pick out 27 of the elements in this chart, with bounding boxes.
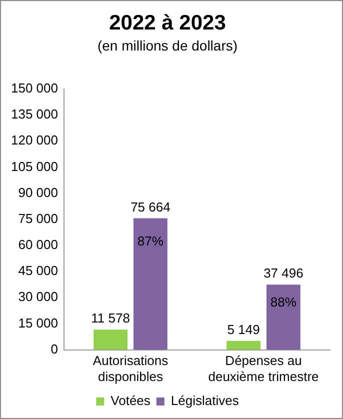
legend-label: Votées bbox=[110, 393, 151, 408]
bar bbox=[226, 340, 261, 350]
annotation: 87% bbox=[137, 234, 164, 249]
y-tick-label: 75 000 bbox=[18, 210, 58, 226]
bar bbox=[94, 330, 128, 350]
bar bbox=[266, 284, 300, 350]
y-tick-label: 0 bbox=[50, 341, 58, 356]
x-tick-label: Autorisations disponibles bbox=[92, 353, 169, 384]
y-tick-label: 15 000 bbox=[18, 315, 58, 330]
data-label: 37 496 bbox=[264, 266, 304, 281]
x-tick-label: Dépenses au deuxième trimestre bbox=[208, 353, 319, 384]
legend-label: Législatives bbox=[170, 393, 240, 408]
y-tick-label: 60 000 bbox=[18, 237, 58, 252]
data-label: 11 578 bbox=[91, 310, 130, 326]
data-label: 75 664 bbox=[130, 199, 170, 214]
y-tick-label: 135 000 bbox=[10, 106, 58, 122]
bar bbox=[133, 218, 168, 350]
y-tick-label: 150 000 bbox=[10, 80, 58, 96]
y-tick-label: 45 000 bbox=[18, 263, 58, 278]
y-tick-label: 120 000 bbox=[10, 132, 58, 148]
chart-subtitle: (en millions de dollars) bbox=[97, 37, 238, 54]
y-tick-label: 30 000 bbox=[18, 289, 58, 304]
chart-title: 2022 à 2023 bbox=[109, 11, 226, 34]
annotation: 88% bbox=[270, 294, 297, 310]
y-tick-label: 90 000 bbox=[18, 184, 58, 200]
data-label: 5 149 bbox=[227, 322, 260, 337]
y-tick-label: 105 000 bbox=[10, 158, 58, 174]
